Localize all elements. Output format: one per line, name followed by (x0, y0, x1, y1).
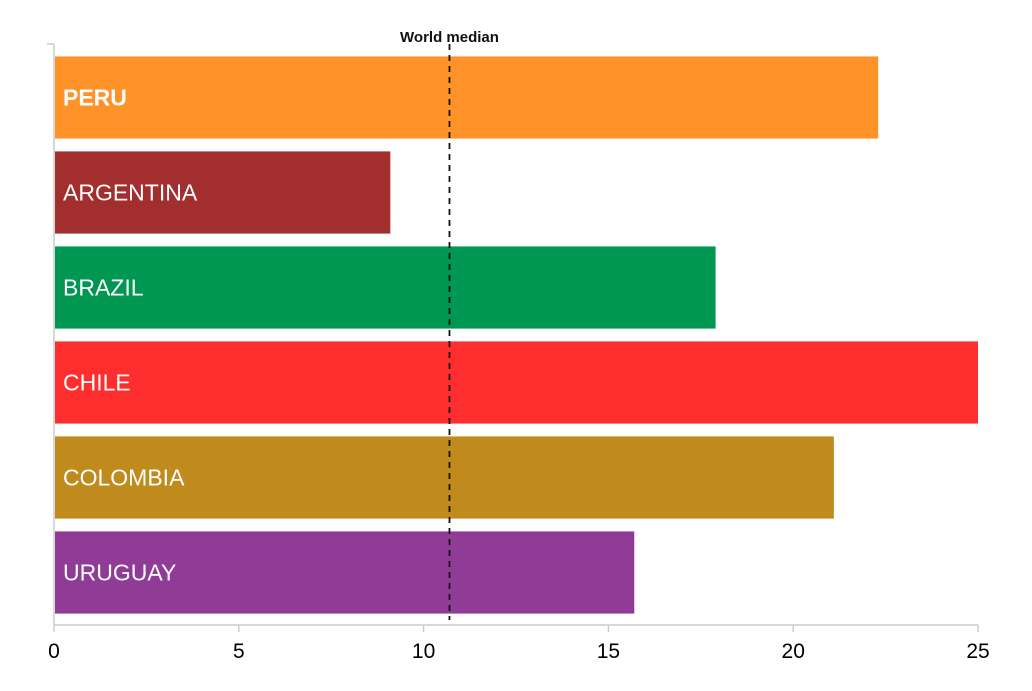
bar-brazil (55, 246, 716, 329)
bar-label-argentina: ARGENTINA (63, 180, 198, 206)
x-tick-label: 5 (233, 640, 245, 663)
bar-peru (55, 56, 879, 139)
world-median-marker: World median (400, 29, 499, 620)
bar-label-chile: CHILE (63, 370, 131, 396)
bar-chile (55, 341, 978, 424)
x-tick-label: 10 (412, 640, 435, 663)
x-tick-label: 20 (782, 640, 805, 663)
axes (47, 43, 978, 626)
x-tick-label: 15 (597, 640, 620, 663)
x-tick-label: 25 (966, 640, 989, 663)
x-ticks: 0 5 10 15 20 25 (48, 625, 990, 663)
bar-labels: PERU ARGENTINA BRAZIL CHILE COLOMBIA URUGUAY (63, 85, 198, 586)
bars (55, 56, 978, 614)
bar-label-uruguay: URUGUAY (63, 560, 176, 586)
bar-uruguay (55, 531, 635, 614)
bar-argentina (55, 151, 391, 234)
x-tick-label: 0 (48, 640, 60, 663)
bar-label-colombia: COLOMBIA (63, 465, 185, 491)
bar-label-brazil: BRAZIL (63, 275, 144, 301)
bar-colombia (55, 436, 834, 519)
bar-label-peru: PERU (63, 85, 127, 111)
world-median-label: World median (400, 29, 499, 46)
